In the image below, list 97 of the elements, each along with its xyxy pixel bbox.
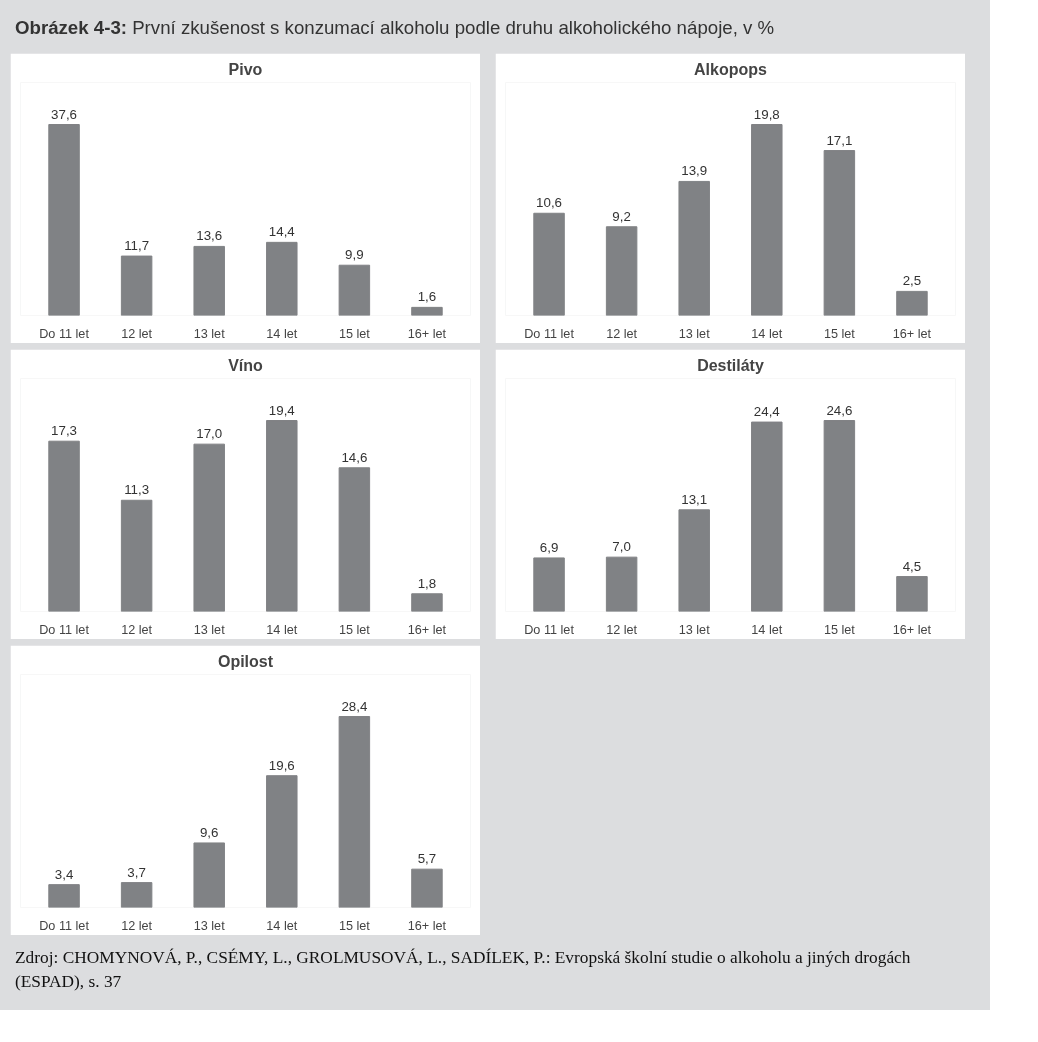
bar	[678, 180, 710, 316]
data-label: 11,7	[124, 237, 150, 253]
x-tick-label: 13 let	[193, 622, 226, 637]
bar	[193, 842, 225, 908]
x-tick-label: Do 11 let	[39, 326, 90, 341]
bar	[193, 245, 225, 316]
x-tick-label: 13 let	[678, 622, 711, 637]
chart-title: Alkopops	[694, 60, 768, 78]
x-tick-label: 16+ let	[892, 326, 932, 341]
bar	[896, 290, 928, 316]
bar	[48, 883, 80, 908]
data-label: 13,6	[196, 228, 223, 244]
x-tick-label: 12 let	[606, 326, 638, 341]
data-label: 10,6	[536, 194, 563, 210]
x-tick-label: 15 let	[823, 622, 856, 637]
chart-title: Opilost	[217, 652, 274, 670]
chart-title: Víno	[228, 356, 264, 374]
bar	[533, 212, 565, 316]
chart-title: Pivo	[228, 60, 263, 78]
data-label: 11,3	[124, 481, 150, 497]
data-label: 24,4	[753, 403, 781, 419]
x-tick-label: 14 let	[751, 326, 783, 341]
data-label: 5,7	[417, 850, 437, 866]
bar	[411, 868, 443, 908]
chart-title: Destiláty	[697, 356, 764, 374]
bar	[338, 264, 371, 316]
x-tick-label: Do 11 let	[39, 622, 90, 637]
data-label: 14,4	[268, 224, 296, 240]
data-label: 24,6	[826, 402, 853, 418]
data-label: 7,0	[612, 538, 631, 554]
text: Obrázek 4-3: První zkušenost s konzumací alkoholu podle druhu alkoholického nápoje, v %	[15, 16, 775, 40]
bar	[678, 508, 710, 612]
data-label: 1,8	[417, 575, 437, 591]
x-tick-label: 16+ let	[407, 622, 447, 637]
bar	[411, 592, 443, 612]
x-tick-label: 12 let	[121, 622, 153, 637]
x-tick-label: 16+ let	[892, 622, 932, 637]
data-label: 19,4	[268, 402, 296, 418]
data-label: 19,6	[268, 757, 295, 773]
data-label: 9,2	[612, 208, 631, 224]
x-tick-label: 13 let	[193, 326, 226, 341]
bar	[751, 123, 783, 316]
text: Zdroj: CHOMYNOVÁ, P., CSÉMY, L., GROLMUSOVÁ, L., SADÍLEK, P.: Evropská školní studie o alkoholu a jiných drogách (ESPAD), s. 37	[15, 946, 912, 994]
data-label: 9,6	[199, 824, 219, 840]
bar	[193, 443, 225, 612]
bar	[338, 466, 371, 612]
data-label: 9,9	[345, 246, 364, 262]
bar	[533, 557, 565, 612]
x-tick-label: 14 let	[266, 326, 298, 341]
data-label: 17,0	[196, 425, 223, 441]
bar	[120, 499, 153, 612]
bar	[605, 556, 638, 612]
x-tick-label: Do 11 let	[524, 326, 575, 341]
data-label: 2,5	[902, 273, 922, 289]
x-tick-label: 15 let	[338, 326, 371, 341]
bar	[823, 149, 856, 316]
bar	[120, 255, 153, 316]
bar	[48, 123, 80, 316]
bar	[896, 575, 928, 612]
data-label: 3,4	[54, 866, 74, 882]
bar	[120, 881, 153, 908]
x-tick-label: 12 let	[121, 918, 153, 933]
data-label: 37,6	[51, 106, 78, 122]
x-tick-label: 12 let	[606, 622, 638, 637]
data-label: 14,6	[341, 449, 368, 465]
bar	[266, 419, 298, 612]
x-tick-label: 14 let	[266, 622, 298, 637]
data-label: 4,5	[902, 558, 922, 574]
bar	[338, 715, 371, 908]
x-tick-label: Do 11 let	[39, 918, 90, 933]
x-tick-label: Do 11 let	[524, 622, 575, 637]
data-label: 13,1	[681, 491, 708, 507]
x-tick-label: 13 let	[678, 326, 711, 341]
data-label: 1,6	[417, 289, 437, 305]
bar	[48, 440, 80, 612]
x-tick-label: 12 let	[121, 326, 153, 341]
x-tick-label: 14 let	[266, 918, 298, 933]
x-tick-label: 16+ let	[407, 326, 447, 341]
data-label: 19,8	[753, 106, 780, 122]
data-label: 17,1	[826, 132, 853, 148]
data-label: 6,9	[539, 539, 559, 555]
bar	[751, 421, 783, 612]
data-label: 28,4	[341, 698, 368, 714]
x-tick-label: 14 let	[751, 622, 783, 637]
x-tick-label: 15 let	[823, 326, 856, 341]
bar	[411, 306, 443, 316]
bar	[266, 241, 298, 316]
x-tick-label: 15 let	[338, 622, 371, 637]
bar	[266, 774, 298, 908]
data-label: 17,3	[51, 422, 78, 438]
bar	[605, 225, 638, 316]
x-tick-label: 16+ let	[407, 918, 447, 933]
data-label: 3,7	[127, 864, 146, 880]
x-tick-label: 13 let	[193, 918, 226, 933]
bar	[823, 419, 856, 612]
x-tick-label: 15 let	[338, 918, 371, 933]
data-label: 13,9	[681, 163, 708, 179]
